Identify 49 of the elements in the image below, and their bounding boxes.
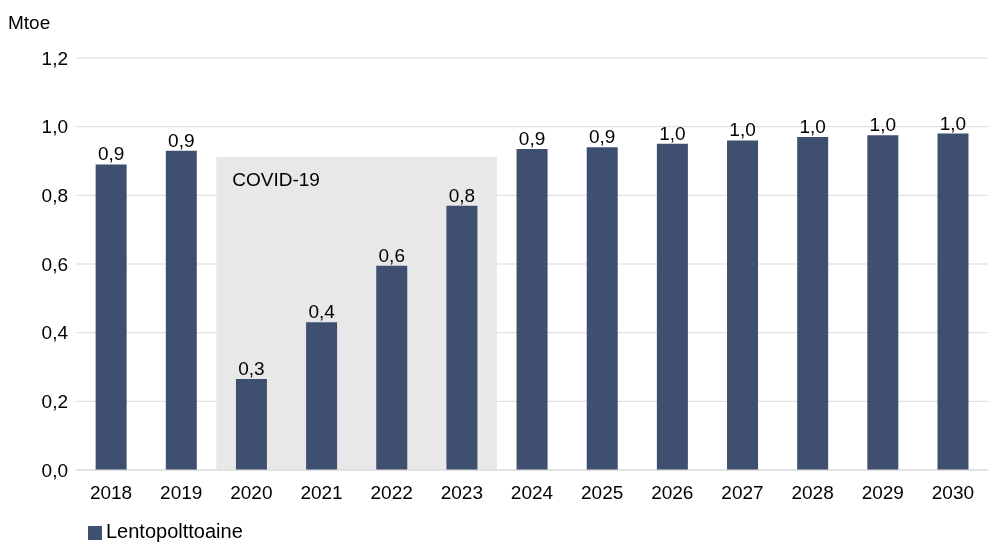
- x-tick-label: 2030: [931, 482, 975, 504]
- data-label: 1,0: [729, 119, 756, 141]
- data-label: 1,0: [659, 122, 686, 144]
- bar: [446, 205, 478, 470]
- x-tick-label: 2019: [160, 482, 203, 504]
- data-label: 0,8: [448, 184, 476, 206]
- data-label: 0,6: [378, 244, 405, 266]
- data-label: 1,0: [799, 115, 826, 137]
- bar: [376, 265, 408, 470]
- data-label: 0,9: [168, 129, 195, 151]
- bar: [867, 135, 899, 470]
- bar: [937, 133, 969, 470]
- y-tick-label: 1,2: [41, 47, 68, 69]
- x-tick-label: 2022: [370, 482, 413, 504]
- data-label: 0,9: [589, 126, 616, 148]
- band-label: COVID-19: [232, 169, 320, 191]
- y-tick-label: 0,4: [41, 322, 69, 344]
- data-label: 1,0: [939, 112, 967, 134]
- bar: [306, 322, 338, 470]
- x-tick-label: 2020: [230, 482, 273, 504]
- data-label: 0,9: [518, 127, 546, 149]
- x-tick-label: 2021: [300, 482, 343, 504]
- x-tick-label: 2028: [791, 482, 834, 504]
- bar: [235, 379, 267, 470]
- data-label: 0,3: [238, 358, 265, 380]
- y-tick-label: 0,2: [41, 391, 68, 413]
- x-tick-label: 2025: [581, 482, 624, 504]
- x-tick-label: 2023: [440, 482, 483, 504]
- x-tick-label: 2024: [510, 482, 554, 504]
- bar: [95, 164, 127, 470]
- legend-label: Lentopolttoaine: [106, 520, 243, 542]
- bar: [586, 147, 618, 470]
- bar: [727, 140, 759, 470]
- y-tick-label: 0,8: [41, 185, 68, 207]
- y-axis-title: Mtoe: [8, 12, 51, 34]
- bar: [656, 143, 688, 470]
- x-tick-label: 2029: [861, 482, 904, 504]
- x-tick-label: 2026: [651, 482, 694, 504]
- data-label: 0,4: [308, 301, 336, 323]
- x-tick-label: 2027: [721, 482, 764, 504]
- x-tick-label: 2018: [89, 482, 133, 504]
- y-tick-label: 0,0: [41, 459, 68, 481]
- bar: [165, 150, 197, 470]
- data-label: 0,9: [97, 143, 125, 165]
- bar: [797, 136, 829, 470]
- y-tick-label: 1,0: [41, 116, 68, 138]
- bar: [516, 148, 548, 470]
- y-tick-label: 0,6: [41, 253, 68, 275]
- data-label: 1,0: [869, 114, 897, 136]
